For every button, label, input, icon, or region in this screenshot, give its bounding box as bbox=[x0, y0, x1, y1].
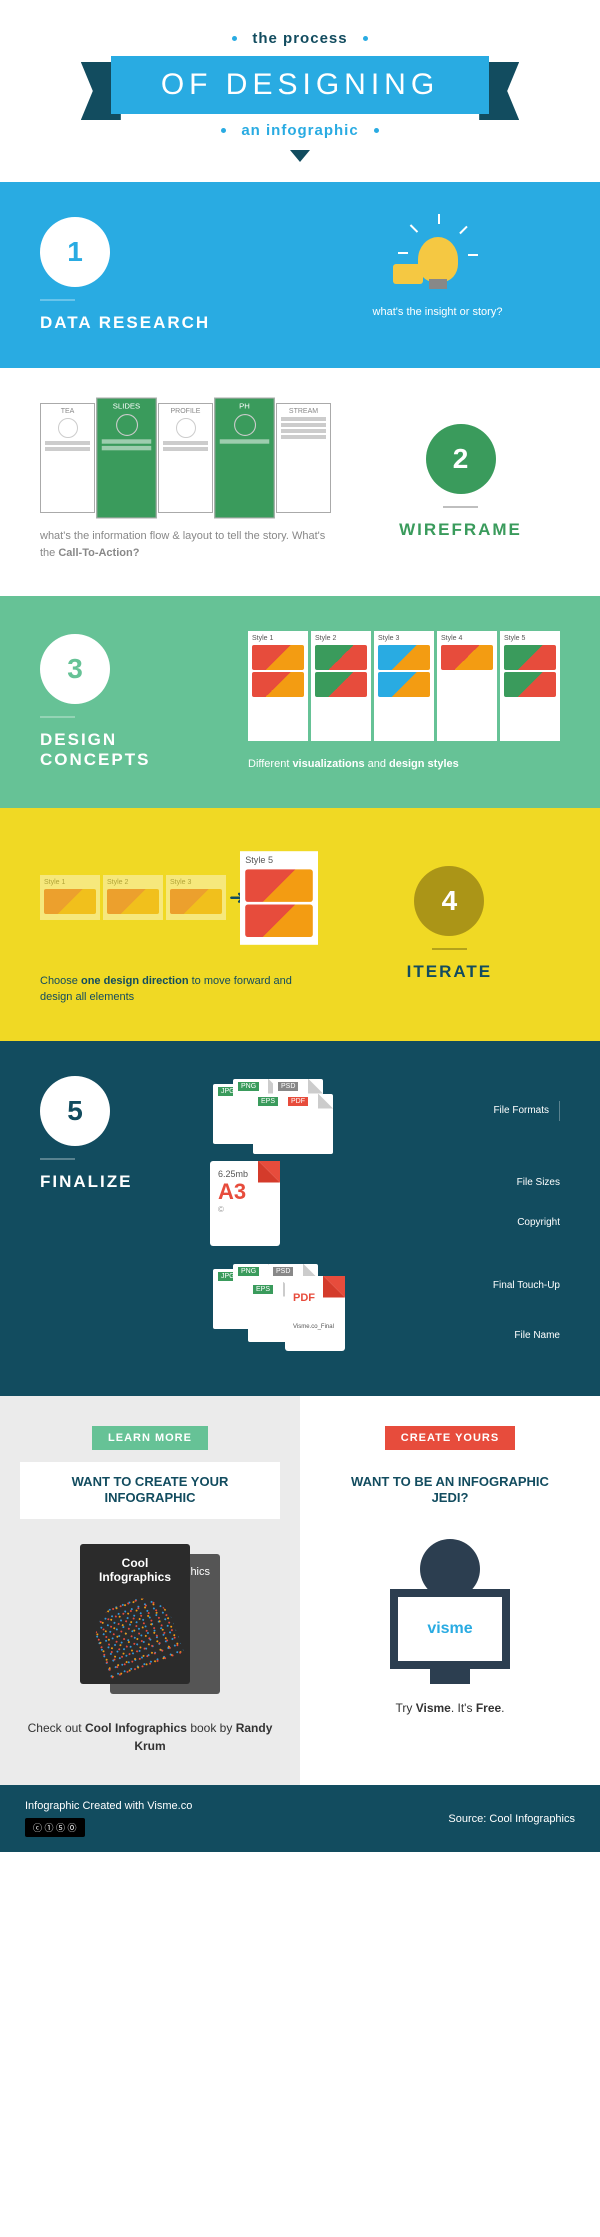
create-yours-tag: CREATE YOURS bbox=[385, 1426, 515, 1450]
step-3-circle: 3 bbox=[40, 634, 110, 704]
book-icon: Cool Infographics bbox=[80, 1544, 220, 1694]
label-copyright: Copyright bbox=[295, 1213, 560, 1233]
label-filename: File Name bbox=[375, 1326, 560, 1346]
cta-left-ribbon: WANT TO CREATE YOUR INFOGRAPHIC bbox=[20, 1462, 280, 1520]
iterate-icon: Style 1 Style 2 Style 3 ➜ Style 5 bbox=[40, 843, 309, 953]
step-1-sub: what's the insight or story? bbox=[315, 304, 560, 321]
step-3-title: DESIGN CONCEPTS bbox=[40, 730, 218, 770]
header-line3: an infographic bbox=[0, 122, 600, 140]
cc-icon: ⓒ ① ⑤ ⓪ bbox=[25, 1818, 85, 1837]
final-files-icon: JPG PNG PSD EPS PDF Visme.co_Final bbox=[210, 1261, 360, 1361]
step-3: 3 DESIGN CONCEPTS Style 1 Style 2 Style … bbox=[0, 596, 600, 808]
step-2: TEA SLIDES PROFILE PH STREAM what's the … bbox=[0, 368, 600, 596]
footer: Infographic Created with Visme.co ⓒ ① ⑤ … bbox=[0, 1785, 600, 1852]
step-2-circle: 2 bbox=[426, 424, 496, 494]
step-4-sub: Choose one design direction to move forw… bbox=[40, 973, 309, 1006]
footer-source: Source: Cool Infographics bbox=[448, 1813, 575, 1825]
footer-credit: Infographic Created with Visme.co bbox=[25, 1800, 192, 1812]
header-ribbon: OF DESIGNING bbox=[111, 56, 489, 114]
step-1-title: DATA RESEARCH bbox=[40, 313, 285, 333]
header-line1: the process bbox=[0, 30, 600, 48]
style-cards-icon: Style 1 Style 2 Style 3 Style 4 Style 5 bbox=[248, 631, 560, 741]
cta-right-ribbon: WANT TO BE AN INFOGRAPHIC JEDI? bbox=[320, 1462, 580, 1520]
label-formats: File Formats bbox=[345, 1101, 560, 1121]
wireframes-icon: TEA SLIDES PROFILE PH STREAM bbox=[40, 403, 331, 513]
step-5-circle: 5 bbox=[40, 1076, 110, 1146]
step-1: 1 DATA RESEARCH what's the insight or st… bbox=[0, 182, 600, 368]
step-4-circle: 4 bbox=[414, 866, 484, 936]
step-4: Style 1 Style 2 Style 3 ➜ Style 5 Choose… bbox=[0, 808, 600, 1041]
step-2-title: WIREFRAME bbox=[361, 520, 560, 540]
file-formats-icon: JPG PNG PSD EPS PDF bbox=[210, 1076, 330, 1146]
header: the process OF DESIGNING an infographic bbox=[0, 0, 600, 182]
file-size-icon: 6.25mb A3 © bbox=[210, 1161, 280, 1246]
cta-right: CREATE YOURS WANT TO BE AN INFOGRAPHIC J… bbox=[300, 1396, 600, 1786]
cta-right-sub: Try Visme. It's Free. bbox=[320, 1699, 580, 1717]
header-triangle bbox=[290, 150, 310, 162]
step-2-sub: what's the information flow & layout to … bbox=[40, 528, 331, 561]
step-3-sub: Different visualizations and design styl… bbox=[248, 756, 560, 773]
step-5-title: FINALIZE bbox=[40, 1172, 180, 1192]
cta-left: LEARN MORE WANT TO CREATE YOUR INFOGRAPH… bbox=[0, 1396, 300, 1786]
label-touchup: Final Touch-Up bbox=[375, 1276, 560, 1296]
monitor-icon: visme bbox=[375, 1539, 525, 1669]
step-1-circle: 1 bbox=[40, 217, 110, 287]
learn-more-tag: LEARN MORE bbox=[92, 1426, 208, 1450]
step-5: 5 FINALIZE JPG PNG PSD EPS PDF File Form… bbox=[0, 1041, 600, 1396]
cta-row: LEARN MORE WANT TO CREATE YOUR INFOGRAPH… bbox=[0, 1396, 600, 1786]
step-4-title: ITERATE bbox=[339, 962, 560, 982]
cta-left-sub: Check out Cool Infographics book by Rand… bbox=[20, 1719, 280, 1755]
lightbulb-icon bbox=[408, 229, 468, 289]
label-sizes: File Sizes bbox=[295, 1173, 560, 1193]
